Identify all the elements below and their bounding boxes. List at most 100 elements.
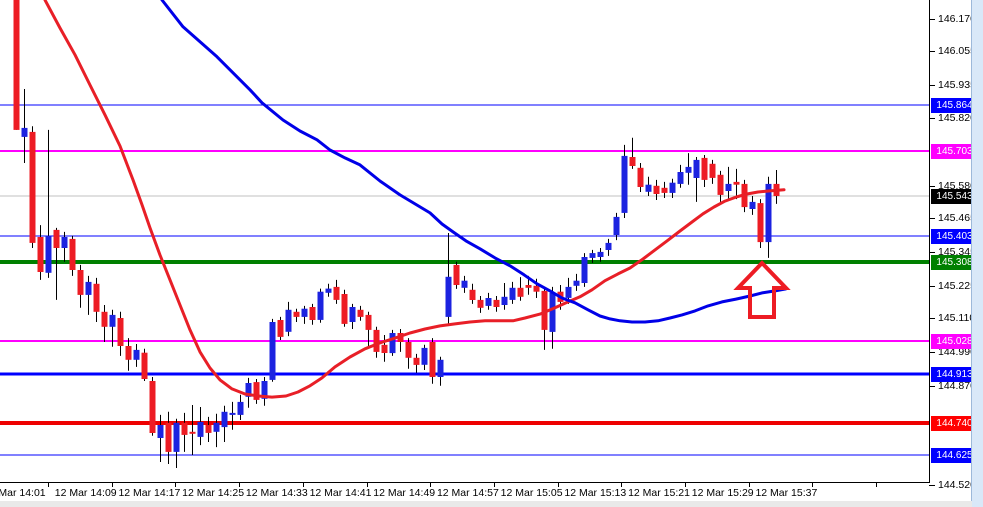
candle-body-up[interactable] xyxy=(461,280,468,288)
candle-body-down[interactable] xyxy=(517,287,524,297)
candle-body-up[interactable] xyxy=(285,309,292,332)
candle-body-up[interactable] xyxy=(581,257,588,283)
candle-body-up[interactable] xyxy=(61,237,68,248)
candle-body-down[interactable] xyxy=(117,318,124,346)
candle-body-up[interactable] xyxy=(245,383,252,397)
candle-body-down[interactable] xyxy=(717,174,724,195)
candle-body-up[interactable] xyxy=(509,287,516,300)
candle-body-up[interactable] xyxy=(485,298,492,306)
candle-body-up[interactable] xyxy=(301,308,308,317)
up-arrow-annotation[interactable] xyxy=(733,260,791,319)
candle-body-up[interactable] xyxy=(565,286,572,298)
price-tick xyxy=(929,118,935,119)
candle-body-up[interactable] xyxy=(237,401,244,415)
candle-body-down[interactable] xyxy=(37,237,44,272)
candle-body-up[interactable] xyxy=(749,201,756,209)
candle-body-down[interactable] xyxy=(365,314,372,330)
candle-body-down[interactable] xyxy=(189,431,196,434)
candle-body-up[interactable] xyxy=(573,280,580,286)
candle-body-down[interactable] xyxy=(293,311,300,317)
candle-body-up[interactable] xyxy=(685,166,692,173)
candle-body-up[interactable] xyxy=(45,235,52,273)
candle-body-down[interactable] xyxy=(661,187,668,193)
candle-body-down[interactable] xyxy=(629,157,636,166)
candle-body-up[interactable] xyxy=(437,359,444,377)
candle-body-up[interactable] xyxy=(349,307,356,322)
candle-body-up[interactable] xyxy=(605,242,612,250)
candle-body-down[interactable] xyxy=(701,157,708,180)
candle-body-up[interactable] xyxy=(725,183,732,191)
candle-body-up[interactable] xyxy=(229,412,236,415)
candle-body-down[interactable] xyxy=(541,290,548,330)
candle-body-down[interactable] xyxy=(429,342,436,377)
candle-body-up[interactable] xyxy=(597,251,604,257)
candle-body-up[interactable] xyxy=(549,292,556,332)
candle-body-up[interactable] xyxy=(669,182,676,193)
candle-body-down[interactable] xyxy=(333,286,340,300)
price-tick-label: 145.465 xyxy=(938,212,976,224)
candle-body-up[interactable] xyxy=(261,381,268,399)
candle-body-up[interactable] xyxy=(693,159,700,178)
candle-body-up[interactable] xyxy=(197,421,204,437)
candle-body-up[interactable] xyxy=(85,281,92,295)
candle-body-down[interactable] xyxy=(93,283,100,312)
candle-body-down[interactable] xyxy=(205,425,212,433)
candle-body-up[interactable] xyxy=(213,422,220,432)
candle-body-up[interactable] xyxy=(501,296,508,305)
candle-body-up[interactable] xyxy=(133,349,140,360)
candle-body-down[interactable] xyxy=(253,382,260,400)
candle-body-down[interactable] xyxy=(757,203,764,243)
candle-body-down[interactable] xyxy=(733,181,740,185)
candle-body-down[interactable] xyxy=(101,311,108,327)
chart-plot-area[interactable] xyxy=(0,0,929,482)
candle-body-up[interactable] xyxy=(317,291,324,320)
candle-body-down[interactable] xyxy=(29,131,36,243)
candle-body-down[interactable] xyxy=(357,309,364,317)
candle-body-down[interactable] xyxy=(165,422,172,452)
candle-body-down[interactable] xyxy=(277,320,284,337)
candle-body-down[interactable] xyxy=(709,163,716,178)
candle-body-up[interactable] xyxy=(677,172,684,184)
candle-body-down[interactable] xyxy=(53,229,60,248)
candle-body-down[interactable] xyxy=(141,352,148,379)
candle-body-up[interactable] xyxy=(157,425,164,438)
candle-body-up[interactable] xyxy=(221,411,228,428)
candle-body-up[interactable] xyxy=(421,347,428,365)
candle-body-down[interactable] xyxy=(453,264,460,285)
price-tick xyxy=(929,352,935,353)
candle-body-down[interactable] xyxy=(533,285,540,292)
candle-body-up[interactable] xyxy=(325,288,332,293)
candle-body-down[interactable] xyxy=(149,381,156,433)
candle-body-down[interactable] xyxy=(493,299,500,307)
candle-body-down[interactable] xyxy=(13,0,20,130)
candle-body-down[interactable] xyxy=(525,285,532,288)
candle-body-down[interactable] xyxy=(181,422,188,435)
candle-body-down[interactable] xyxy=(469,289,476,300)
candle-body-down[interactable] xyxy=(373,329,380,352)
candle-body-up[interactable] xyxy=(765,183,772,243)
time-tick xyxy=(239,483,241,487)
candle-body-down[interactable] xyxy=(477,299,484,308)
candle-body-up[interactable] xyxy=(645,184,652,192)
candle-body-down[interactable] xyxy=(341,294,348,324)
candle-body-down[interactable] xyxy=(125,346,132,360)
candle-body-up[interactable] xyxy=(269,322,276,380)
candle-body-down[interactable] xyxy=(653,185,660,194)
candle-body-up[interactable] xyxy=(389,333,396,354)
candle-body-up[interactable] xyxy=(445,276,452,317)
candle-body-down[interactable] xyxy=(413,357,420,365)
candle-body-up[interactable] xyxy=(21,127,28,137)
candle-body-down[interactable] xyxy=(381,344,388,353)
candle-body-down[interactable] xyxy=(77,270,84,295)
candle-body-up[interactable] xyxy=(613,216,620,235)
candle-body-down[interactable] xyxy=(405,342,412,358)
candle-body-down[interactable] xyxy=(309,307,316,320)
candle-body-up[interactable] xyxy=(621,155,628,213)
price-tick xyxy=(929,19,935,20)
candle-body-down[interactable] xyxy=(69,238,76,270)
candle-body-up[interactable] xyxy=(589,253,596,258)
candle-body-up[interactable] xyxy=(109,314,116,327)
candle-body-down[interactable] xyxy=(637,167,644,187)
candle-body-up[interactable] xyxy=(173,422,180,452)
